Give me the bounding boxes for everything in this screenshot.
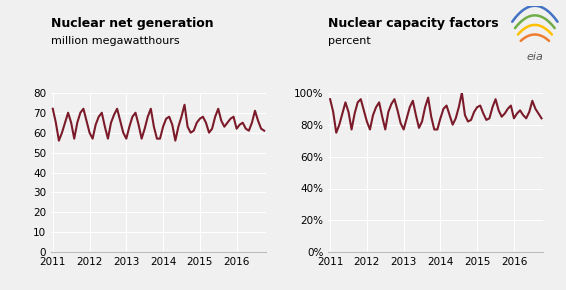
Text: Nuclear capacity factors: Nuclear capacity factors xyxy=(328,17,499,30)
Text: percent: percent xyxy=(328,36,371,46)
Text: million megawatthours: million megawatthours xyxy=(51,36,179,46)
Text: Nuclear net generation: Nuclear net generation xyxy=(51,17,213,30)
Text: eia: eia xyxy=(526,52,543,62)
